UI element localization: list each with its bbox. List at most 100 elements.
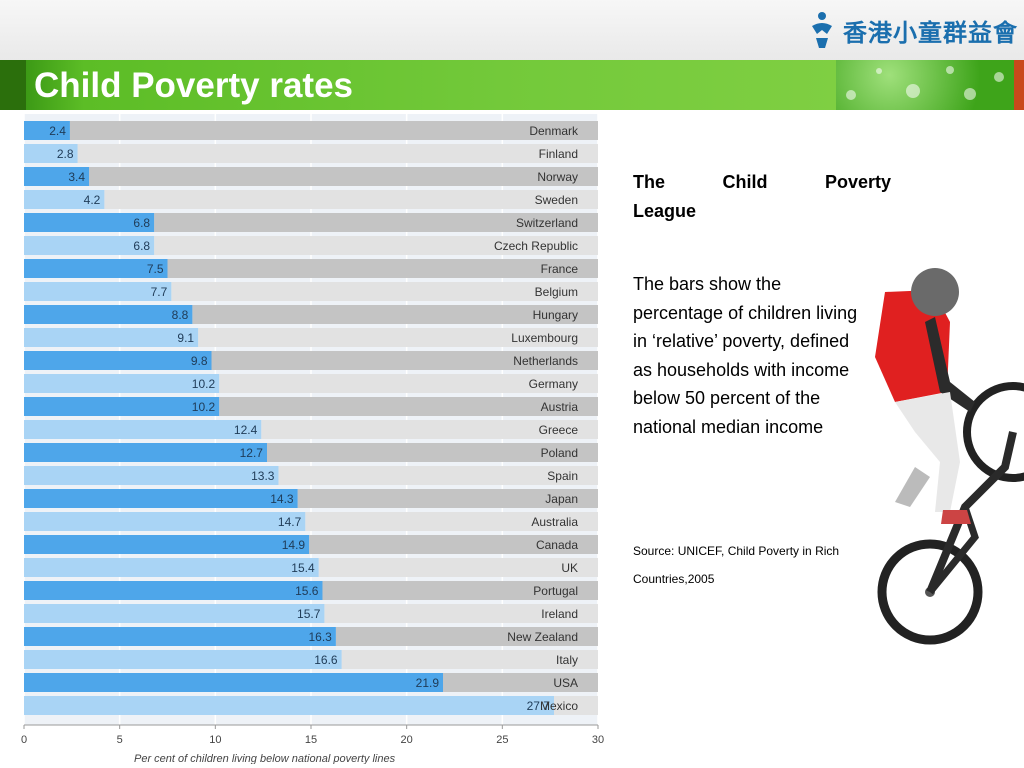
bar-value-label: 10.2 — [192, 377, 216, 391]
bar — [24, 213, 155, 232]
bar-value-label: 7.7 — [151, 285, 168, 299]
bar — [24, 604, 325, 623]
bar-remainder — [219, 374, 598, 393]
header-band — [0, 0, 1024, 60]
bar-remainder — [266, 443, 598, 462]
bar-remainder — [278, 466, 598, 485]
title-accent — [0, 60, 26, 110]
category-label: Norway — [537, 170, 578, 184]
bar-value-label: 14.7 — [278, 515, 302, 529]
category-label: New Zealand — [507, 630, 578, 644]
bar-remainder — [309, 535, 598, 554]
bar-remainder — [154, 213, 598, 232]
bar-value-label: 4.2 — [84, 193, 101, 207]
category-label: Germany — [529, 377, 578, 391]
x-tick-label: 30 — [592, 734, 604, 746]
bar-remainder — [69, 121, 599, 140]
category-label: Japan — [545, 492, 578, 506]
category-label: UK — [561, 561, 578, 575]
bar-value-label: 2.4 — [49, 124, 66, 138]
bar — [24, 236, 155, 255]
bar — [24, 650, 342, 669]
edge-accent — [1014, 60, 1024, 110]
bar-remainder — [171, 282, 598, 301]
bar-value-label: 2.8 — [57, 147, 74, 161]
x-tick-label: 15 — [305, 734, 317, 746]
bar-remainder — [318, 558, 598, 577]
bar-value-label: 16.3 — [309, 630, 333, 644]
bar-value-label: 27.7 — [527, 699, 551, 713]
bar-value-label: 10.2 — [192, 400, 216, 414]
bar — [24, 351, 212, 370]
category-label: USA — [553, 676, 578, 690]
bar-value-label: 13.3 — [251, 469, 275, 483]
bar-value-label: 7.5 — [147, 262, 164, 276]
bar-remainder — [211, 351, 599, 370]
bar — [24, 374, 220, 393]
bar-value-label: 6.8 — [133, 216, 150, 230]
bar-remainder — [89, 167, 598, 186]
bar-remainder — [305, 512, 598, 531]
bar-value-label: 14.9 — [282, 538, 306, 552]
category-label: Portugal — [533, 584, 578, 598]
bar — [24, 190, 105, 209]
bar-value-label: 14.3 — [270, 492, 294, 506]
bar — [24, 259, 168, 278]
x-tick-label: 10 — [209, 734, 221, 746]
category-label: Spain — [547, 469, 578, 483]
x-tick-label: 0 — [21, 734, 27, 746]
bar — [24, 397, 220, 416]
bar — [24, 627, 336, 646]
bar — [24, 328, 199, 347]
bar-remainder — [167, 259, 598, 278]
bar-value-label: 3.4 — [68, 170, 85, 184]
x-tick-label: 5 — [117, 734, 123, 746]
slide-title: Child Poverty rates — [34, 66, 353, 105]
bar — [24, 489, 298, 508]
bar-value-label: 12.4 — [234, 423, 258, 437]
x-tick-label: 20 — [401, 734, 413, 746]
logo-text: 香港小童群益會 — [843, 18, 1018, 47]
bar-value-label: 15.7 — [297, 607, 321, 621]
bar — [24, 282, 172, 301]
organization-logo: 香港小童群益會 — [807, 4, 1018, 56]
category-label: France — [541, 262, 579, 276]
logo-figure-icon — [812, 12, 832, 48]
category-label: Netherlands — [513, 354, 578, 368]
bar-remainder — [324, 604, 598, 623]
bar — [24, 443, 267, 462]
bar-value-label: 8.8 — [172, 308, 189, 322]
category-label: Canada — [536, 538, 578, 552]
bar — [24, 305, 193, 324]
category-label: Mexico — [540, 699, 578, 713]
bar-value-label: 12.7 — [240, 446, 264, 460]
bar-value-label: 9.1 — [177, 331, 194, 345]
bar-value-label: 16.6 — [314, 653, 338, 667]
bar — [24, 581, 323, 600]
chart-bars: 2.4 Denmark 2.8 Finland 3.4 Norway 4.2 Sweden 6.… — [24, 121, 599, 715]
category-label: Sweden — [535, 193, 578, 207]
bar-remainder — [322, 581, 598, 600]
bar-value-label: 6.8 — [133, 239, 150, 253]
side-description: The bars show the percentage of children… — [633, 274, 858, 437]
poverty-bar-chart: 2.4 Denmark 2.8 Finland 3.4 Norway 4.2 Sweden 6.… — [21, 114, 604, 764]
category-label: Belgium — [535, 285, 578, 299]
bar — [24, 466, 279, 485]
bar — [24, 144, 78, 163]
category-label: Ireland — [541, 607, 578, 621]
bar-remainder — [77, 144, 598, 163]
category-label: Australia — [531, 515, 578, 529]
category-label: Czech Republic — [494, 239, 578, 253]
bar-value-label: 15.4 — [291, 561, 315, 575]
decorative-bubbles — [836, 60, 1014, 110]
source-line-1: Source: UNICEF, Child Poverty in Rich — [633, 544, 840, 558]
title-bar — [0, 60, 836, 110]
category-label: Luxembourg — [511, 331, 578, 345]
bar-remainder — [192, 305, 598, 324]
bar — [24, 673, 444, 692]
bar-remainder — [443, 673, 598, 692]
x-axis: 0 5 10 15 20 25 30 — [21, 724, 604, 746]
side-heading: The Child Poverty — [633, 172, 891, 192]
bar-remainder — [261, 420, 598, 439]
bar-remainder — [341, 650, 598, 669]
